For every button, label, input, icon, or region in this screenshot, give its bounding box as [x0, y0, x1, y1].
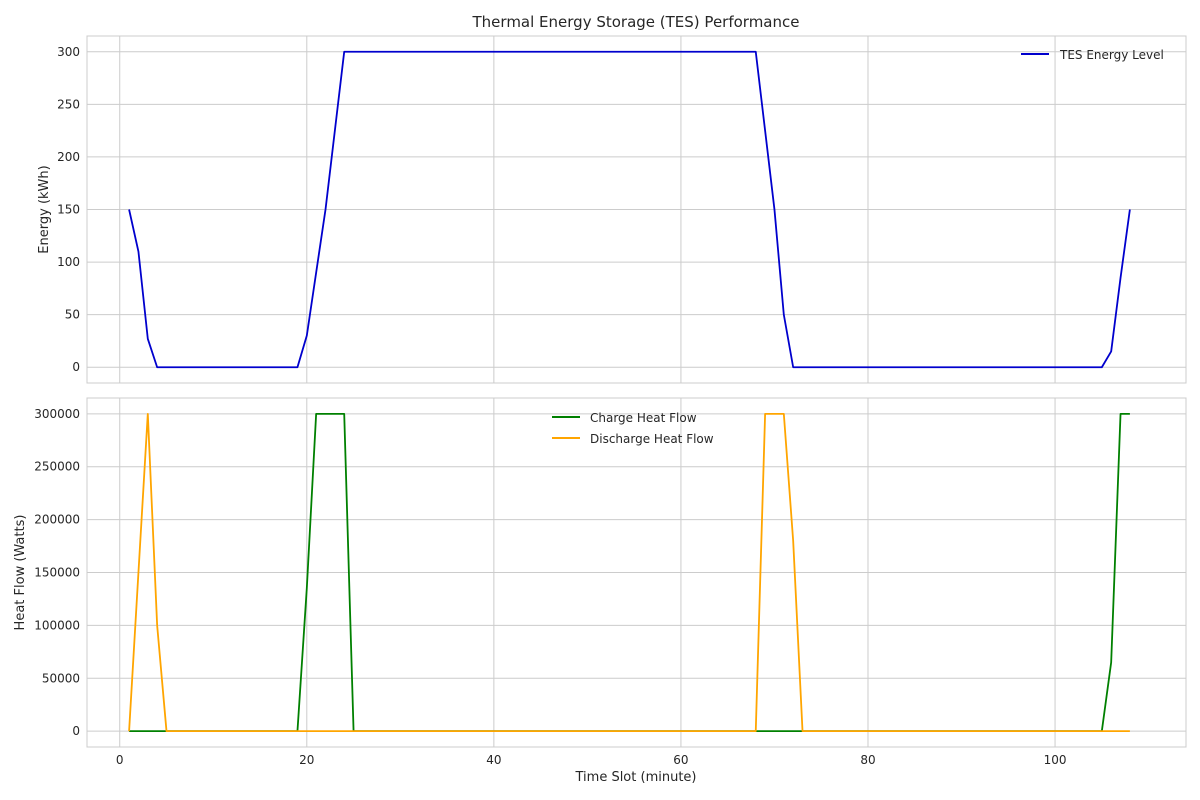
top-y-tick-labels: 0 50 100 150 200 250 300 [57, 45, 80, 374]
bottom-y-tick-label: 250000 [34, 460, 80, 474]
series-line-tes-energy-level [128, 50, 1131, 369]
top-y-tick-label: 250 [57, 97, 80, 111]
legend-label-tes-energy-level: TES Energy Level [1059, 48, 1164, 62]
bottom-subplot: 0 50000 100000 150000 200000 250000 300000 0 20… [13, 397, 1187, 785]
x-tick-label: 80 [860, 753, 875, 767]
x-tick-label: 100 [1044, 753, 1067, 767]
bottom-y-tick-label: 100000 [34, 618, 80, 632]
x-tick-label: 20 [299, 753, 314, 767]
top-y-tick-label: 50 [65, 308, 80, 322]
x-tick-label: 60 [673, 753, 688, 767]
bottom-y-axis-label: Heat Flow (Watts) [13, 515, 28, 631]
top-subplot: 0 50 100 150 200 250 300 Energy (kWh) TES Ener… [37, 35, 1187, 384]
top-y-tick-label: 150 [57, 203, 80, 217]
bottom-y-tick-label: 150000 [34, 566, 80, 580]
top-y-tick-label: 300 [57, 45, 80, 59]
bottom-y-tick-label: 50000 [42, 671, 80, 685]
top-y-tick-label: 200 [57, 150, 80, 164]
series-line-discharge-heat-flow [128, 412, 1130, 733]
top-y-tick-label: 100 [57, 255, 80, 269]
bottom-legend: Charge Heat Flow Discharge Heat Flow [552, 411, 714, 446]
bottom-y-tick-label: 0 [72, 724, 80, 738]
legend-label-charge-heat-flow: Charge Heat Flow [590, 411, 697, 425]
chart-title: Thermal Energy Storage (TES) Performance [472, 13, 800, 31]
bottom-y-tick-label: 300000 [34, 407, 80, 421]
top-plot-frame [86, 35, 1187, 384]
bottom-series-lines [128, 412, 1130, 733]
top-series-lines [128, 50, 1131, 369]
x-axis-label: Time Slot (minute) [575, 770, 697, 785]
bottom-plot-frame [86, 397, 1187, 748]
x-tick-label: 0 [116, 753, 124, 767]
x-tick-label: 40 [486, 753, 501, 767]
legend-label-discharge-heat-flow: Discharge Heat Flow [590, 432, 714, 446]
top-y-axis-label: Energy (kWh) [37, 165, 52, 253]
top-legend: TES Energy Level [1021, 48, 1164, 62]
bottom-y-tick-labels: 0 50000 100000 150000 200000 250000 300000 [34, 407, 80, 738]
bottom-y-tick-label: 200000 [34, 513, 80, 527]
bottom-x-tick-labels: 0 20 40 60 80 100 [116, 753, 1067, 767]
series-line-charge-heat-flow [129, 412, 1130, 733]
top-y-tick-label: 0 [72, 360, 80, 374]
